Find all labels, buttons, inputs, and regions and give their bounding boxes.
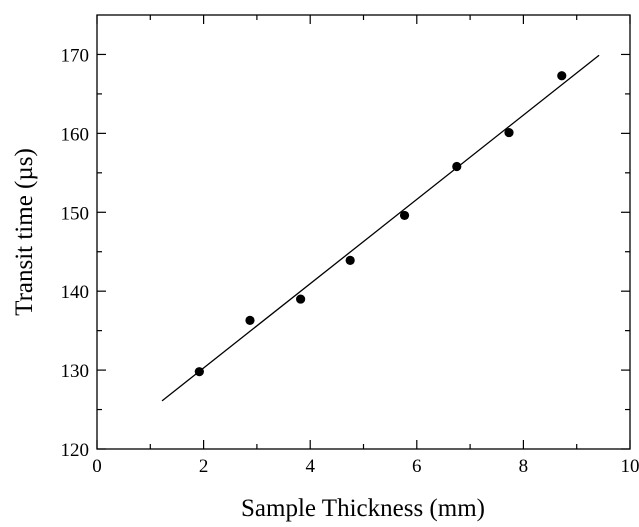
y-tick-label: 150: [61, 203, 90, 224]
data-point: [399, 210, 410, 221]
fit-line-group: [161, 54, 600, 402]
y-tick-label: 140: [61, 282, 90, 303]
plot-frame: [96, 14, 631, 450]
fit-line: [161, 54, 600, 402]
y-tick-label: 170: [61, 45, 90, 66]
x-tick-label: 4: [305, 456, 315, 477]
data-point: [245, 315, 255, 325]
x-tick-label: 6: [412, 456, 422, 477]
data-point: [557, 71, 567, 81]
y-tick-label: 160: [61, 124, 90, 145]
y-tick-label: 130: [61, 361, 90, 382]
y-tick-label: 120: [61, 440, 90, 461]
y-axis-title: Transit time (µs): [11, 148, 38, 316]
x-tick-label: 8: [519, 456, 529, 477]
y-tick-labels: 120 130 140 150 160 170: [61, 45, 90, 461]
data-point: [296, 294, 306, 304]
x-tick-label: 2: [199, 456, 209, 477]
data-point: [345, 255, 355, 266]
x-axis-title: Sample Thickness (mm): [241, 495, 485, 522]
data-points: [194, 71, 567, 377]
data-point: [452, 161, 462, 172]
ticks: [96, 15, 631, 450]
x-tick-label: 0: [92, 456, 102, 477]
x-tick-label: 10: [621, 456, 639, 477]
x-tick-labels: 0 2 4 6 8 10: [92, 456, 639, 477]
data-point: [194, 367, 204, 377]
data-point: [504, 127, 514, 138]
